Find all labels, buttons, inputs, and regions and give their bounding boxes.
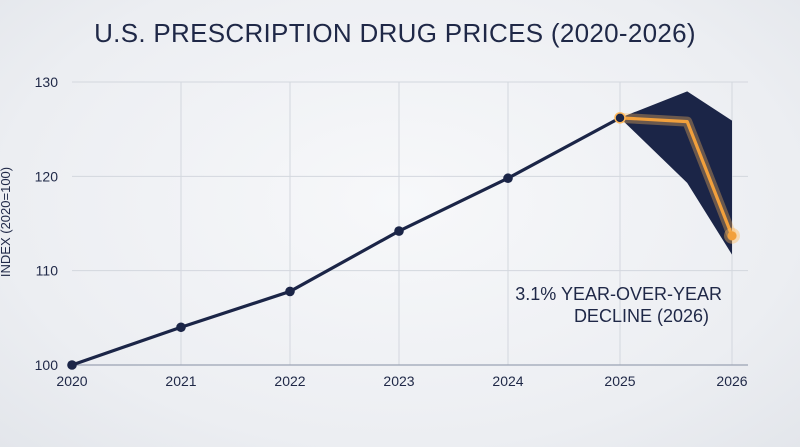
x-tick-label-2022: 2022 — [274, 373, 305, 389]
x-tick-label-2023: 2023 — [383, 373, 414, 389]
tick-labels: 100 110 120 130 2020 2021 2022 2023 2024 2025 2026 — [35, 74, 748, 389]
x-tick-label-2026: 2026 — [716, 373, 747, 389]
annotation-line-2: DECLINE (2026) — [574, 306, 709, 326]
price-index-line — [71, 116, 621, 367]
x-tick-label-2024: 2024 — [492, 373, 523, 389]
y-tick-label-130: 130 — [35, 74, 59, 90]
x-tick-label-2020: 2020 — [56, 373, 87, 389]
x-tick-label-2025: 2025 — [604, 373, 635, 389]
chart-title: U.S. PRESCRIPTION DRUG PRICES (2020-2026… — [94, 18, 696, 48]
data-point-2023 — [394, 226, 404, 236]
decline-line — [618, 116, 734, 238]
forecast-band — [620, 91, 732, 255]
y-tick-label-100: 100 — [35, 357, 59, 373]
decline-end-point — [727, 231, 737, 241]
series-points — [67, 112, 740, 370]
annotation-line-1: 3.1% YEAR-OVER-YEAR — [515, 284, 722, 304]
data-point-2020 — [67, 360, 77, 370]
decline-annotation: 3.1% YEAR-OVER-YEAR DECLINE (2026) — [515, 284, 722, 326]
forecast-band-shape — [620, 91, 732, 255]
data-point-2024 — [503, 173, 513, 184]
data-point-2022 — [285, 286, 295, 297]
y-axis-label: INDEX (2020=100) — [0, 167, 13, 277]
y-tick-label-110: 110 — [36, 263, 59, 279]
y-tick-label-120: 120 — [35, 168, 59, 184]
series-lines — [71, 112, 737, 367]
data-point-2021 — [176, 322, 186, 333]
data-point-2025-highlight — [614, 112, 626, 124]
x-tick-label-2021: 2021 — [165, 373, 196, 389]
